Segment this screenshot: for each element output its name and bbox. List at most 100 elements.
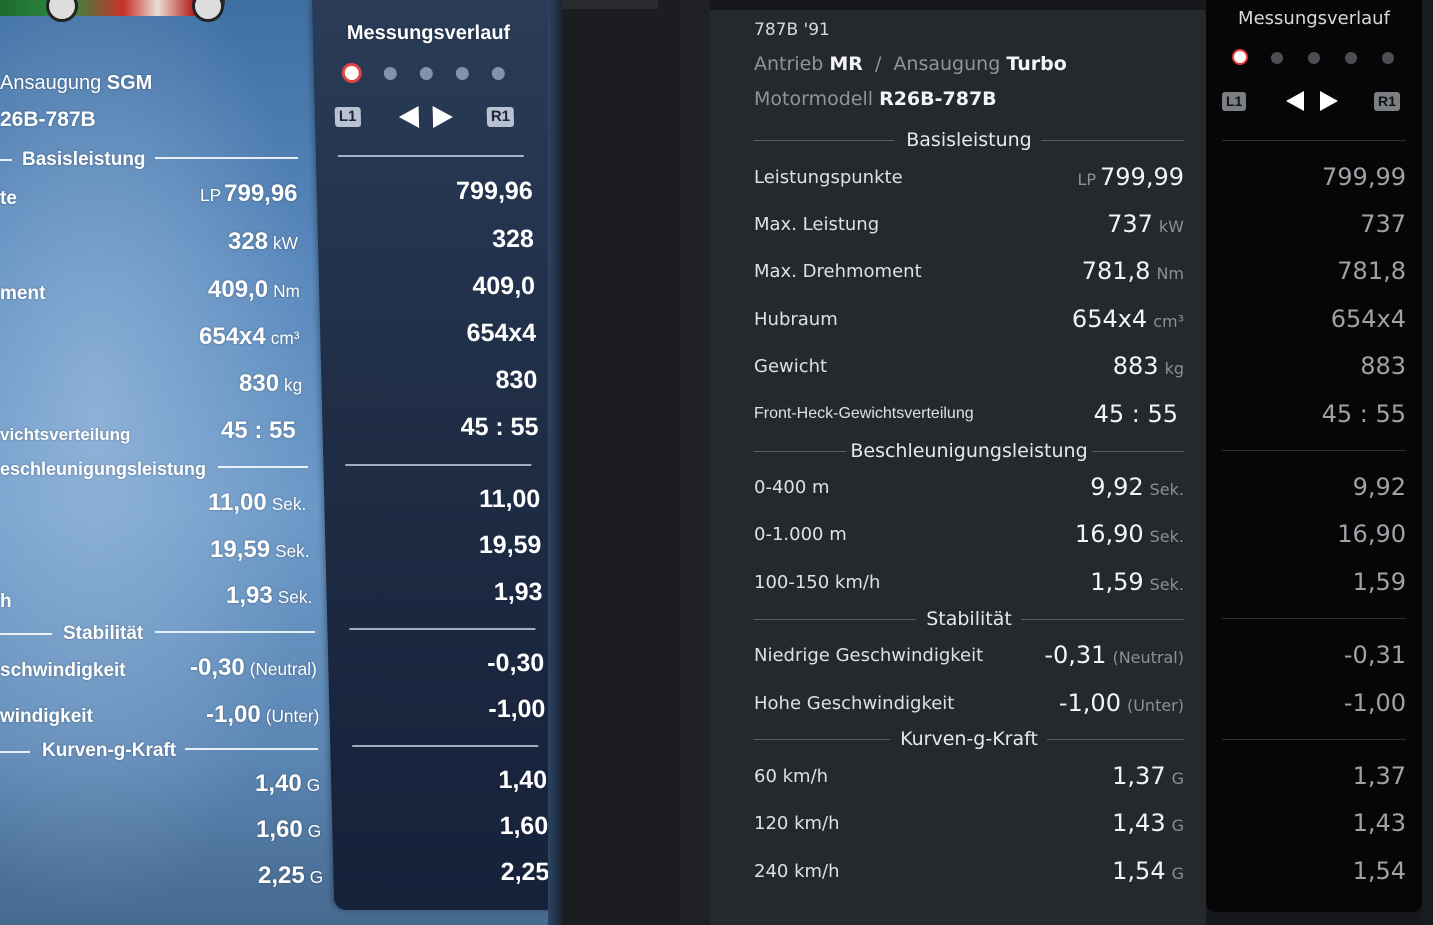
photo-value-stab-high: -1,00 (Unter) bbox=[206, 701, 320, 728]
label-low-speed: Niedrige Geschwindigkeit bbox=[754, 645, 984, 666]
car-image bbox=[0, 0, 225, 22]
history-panel: Messungsverlauf L1 R1 799,99 737 781,8 6… bbox=[1206, 8, 1422, 912]
photo-history-value: 2,25 bbox=[500, 858, 550, 886]
prev-arrow-icon[interactable] bbox=[398, 106, 420, 128]
section-stab: Stabilität bbox=[754, 606, 1184, 632]
value-weight-dist: 45 : 55 bbox=[1093, 400, 1178, 428]
photo-value-weight-dist: 45 : 55 bbox=[221, 417, 296, 444]
history-value: 737 bbox=[1360, 210, 1406, 238]
photo-history-dot bbox=[491, 67, 505, 80]
value-0-1000: 16,90 Sek. bbox=[1074, 520, 1184, 548]
photo-history-value: -0,30 bbox=[486, 649, 545, 677]
history-value: 781,8 bbox=[1337, 257, 1406, 285]
history-value: 1,43 bbox=[1352, 809, 1406, 837]
photo-value-power: 328 kW bbox=[228, 228, 298, 255]
value-low-speed: -0,31 (Neutral) bbox=[1044, 641, 1184, 669]
value-g240: 1,54 G bbox=[1112, 857, 1184, 885]
divider bbox=[1222, 739, 1406, 740]
photo-value-displacement: 654x4 cm³ bbox=[199, 323, 300, 350]
history-dot-active[interactable] bbox=[1232, 49, 1248, 65]
divider bbox=[0, 751, 30, 753]
divider bbox=[1222, 618, 1406, 619]
value-g120: 1,43 G bbox=[1112, 809, 1184, 837]
photo-label-pp: te bbox=[0, 188, 17, 209]
history-value: 883 bbox=[1360, 352, 1406, 380]
next-arrow-icon[interactable] bbox=[432, 106, 454, 128]
history-value: 16,90 bbox=[1337, 520, 1406, 548]
photo-history-value: 654x4 bbox=[466, 319, 537, 347]
history-dot[interactable] bbox=[1382, 52, 1394, 64]
section-basis: Basisleistung bbox=[754, 127, 1184, 153]
photo-label-weight-dist: vichtsverteilung bbox=[0, 425, 131, 444]
l1-button[interactable]: L1 bbox=[1222, 92, 1247, 111]
label-g120: 120 km/h bbox=[754, 813, 840, 834]
photo-label-kmh: h bbox=[0, 591, 12, 612]
photo-value-weight: 830 kg bbox=[239, 370, 303, 397]
value-displacement: 654x4 cm³ bbox=[1071, 305, 1184, 333]
divider bbox=[352, 745, 539, 747]
r1-button[interactable]: R1 bbox=[1374, 92, 1400, 111]
photo-history-value: 328 bbox=[491, 225, 535, 253]
value-g60: 1,37 G bbox=[1112, 762, 1184, 790]
value-pp: LP 799,99 bbox=[1077, 163, 1184, 191]
photo-section-basis: Basisleistung bbox=[22, 149, 146, 170]
photo-r1-button[interactable]: R1 bbox=[486, 107, 515, 127]
divider bbox=[185, 748, 318, 750]
photo-panel: Ansaugung SGM 26B-787B Basisleistung te … bbox=[0, 0, 562, 925]
history-value: 45 : 55 bbox=[1321, 400, 1406, 428]
background-shade bbox=[680, 0, 710, 925]
label-g240: 240 km/h bbox=[754, 861, 840, 882]
label-displacement: Hubraum bbox=[754, 309, 838, 330]
history-value: -0,31 bbox=[1343, 641, 1406, 669]
photo-value-g3: 2,25 G bbox=[258, 862, 324, 889]
next-arrow-icon[interactable] bbox=[1320, 91, 1338, 111]
divider bbox=[155, 631, 315, 633]
photo-label-low-speed: schwindigkeit bbox=[0, 660, 126, 681]
engine-row: Motormodell R26B-787B bbox=[754, 88, 997, 110]
photo-intake-row: Ansaugung SGM bbox=[0, 72, 153, 94]
background-gap bbox=[562, 0, 710, 925]
label-torque: Max. Drehmoment bbox=[754, 261, 922, 282]
photo-section-stab: Stabilität bbox=[63, 623, 144, 644]
history-value: 1,37 bbox=[1352, 762, 1406, 790]
background-edge bbox=[1422, 0, 1433, 925]
photo-history-value: 1,60 bbox=[499, 812, 549, 840]
label-weight-dist: Front-Heck-Gewichtsverteilung bbox=[754, 405, 974, 422]
history-dot[interactable] bbox=[1271, 52, 1283, 64]
photo-glare bbox=[0, 0, 320, 925]
photo-history-dot bbox=[383, 67, 397, 80]
divider bbox=[1222, 140, 1406, 141]
divider bbox=[1222, 450, 1406, 451]
photo-history-value: 19,59 bbox=[478, 531, 542, 559]
photo-label-torque: ment bbox=[0, 283, 46, 304]
label-pp: Leistungspunkte bbox=[754, 167, 903, 188]
divider bbox=[155, 157, 298, 159]
value-0-400: 9,92 Sek. bbox=[1090, 473, 1184, 501]
history-value: 1,54 bbox=[1352, 857, 1406, 885]
photo-label-high-speed: windigkeit bbox=[0, 706, 93, 727]
photo-history-value: 830 bbox=[495, 366, 538, 394]
car-wheel-icon bbox=[46, 0, 78, 22]
label-0-400: 0-400 m bbox=[754, 477, 830, 498]
photo-history-value: 799,96 bbox=[455, 177, 534, 205]
photo-history-value: 11,00 bbox=[478, 485, 541, 513]
label-100-150: 100-150 km/h bbox=[754, 572, 881, 593]
section-accel: Beschleunigungsleistung bbox=[754, 438, 1184, 464]
photo-history-value: 1,40 bbox=[498, 766, 548, 794]
photo-value-pp: LP 799,96 bbox=[200, 180, 298, 207]
photo-section-accel: eschleunigungsleistung bbox=[0, 459, 207, 479]
photo-history-value: 409,0 bbox=[472, 272, 536, 300]
history-dot[interactable] bbox=[1308, 52, 1320, 64]
value-weight: 883 kg bbox=[1112, 352, 1184, 380]
photo-engine-value: 26B-787B bbox=[0, 108, 96, 131]
history-title: Messungsverlauf bbox=[1238, 8, 1390, 29]
history-value: 1,59 bbox=[1352, 568, 1406, 596]
prev-arrow-icon[interactable] bbox=[1286, 91, 1304, 111]
label-g60: 60 km/h bbox=[754, 766, 829, 787]
photo-l1-button[interactable]: L1 bbox=[334, 107, 361, 127]
spec-panel: 787B '91 Antrieb MR / Ansaugung Turbo Mo… bbox=[710, 10, 1206, 925]
photo-history-panel: Messungsverlauf L1 R1 799,96 328 409,0 6… bbox=[312, 0, 562, 910]
car-wheel-icon bbox=[192, 0, 224, 22]
divider bbox=[349, 628, 536, 630]
history-dot[interactable] bbox=[1345, 52, 1357, 64]
